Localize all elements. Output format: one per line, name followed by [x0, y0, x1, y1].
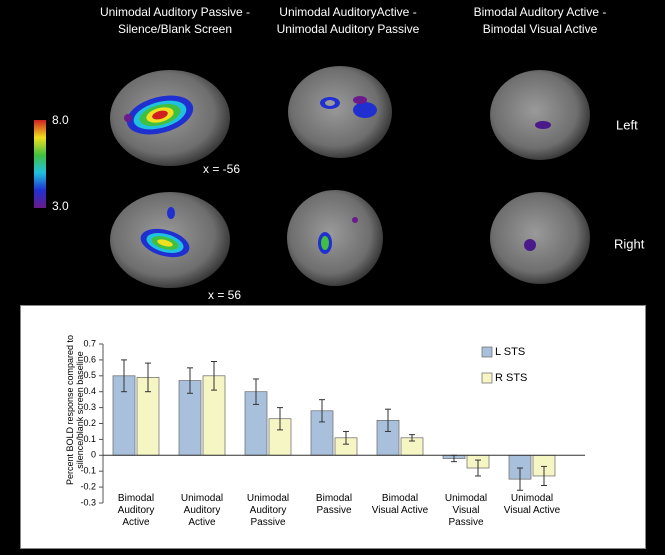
figure: Unimodal Auditory Passive - Silence/Blan…	[0, 0, 665, 555]
x-tick-label: Unimodal Auditory Passive	[237, 493, 299, 529]
y-tick-label: 0	[91, 450, 96, 460]
x-tick-label: Unimodal Visual Passive	[435, 493, 497, 529]
y-tick-label: 0.6	[83, 354, 96, 364]
x-tick-label: Bimodal Visual Active	[369, 493, 431, 517]
legend-swatch	[482, 373, 492, 383]
y-tick-label: 0.3	[83, 402, 96, 412]
chart: -0.3-0.2-0.100.10.20.30.40.50.60.7L STSR…	[0, 0, 665, 555]
y-tick-label: 0.4	[83, 386, 96, 396]
legend-label: L STS	[495, 346, 525, 358]
x-tick-label: Unimodal Auditory Active	[171, 493, 233, 529]
y-tick-label: 0.1	[83, 434, 96, 444]
y-tick-label: 0.2	[83, 418, 96, 428]
y-tick-label: 0.5	[83, 370, 96, 380]
legend-label: R STS	[495, 372, 527, 384]
y-axis-label: Percent BOLD response compared to silenc…	[65, 325, 85, 495]
x-tick-label: Bimodal Auditory Active	[105, 493, 167, 529]
y-tick-label: -0.3	[80, 497, 96, 507]
y-tick-label: 0.7	[83, 338, 96, 348]
legend-swatch	[482, 347, 492, 357]
x-tick-label: Unimodal Visual Active	[501, 493, 563, 517]
x-tick-label: Bimodal Passive	[303, 493, 365, 517]
